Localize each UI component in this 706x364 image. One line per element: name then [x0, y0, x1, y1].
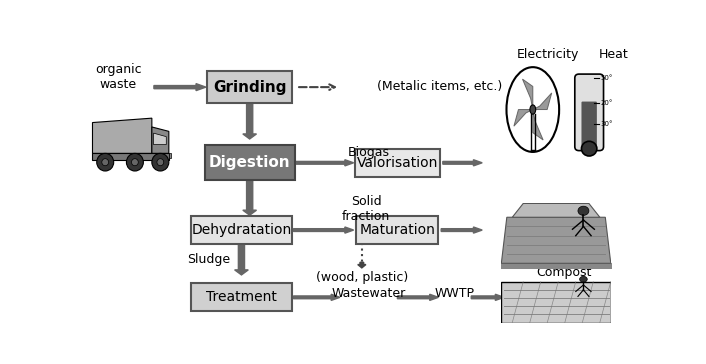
Polygon shape	[243, 181, 256, 215]
Text: Electricity: Electricity	[517, 48, 579, 62]
Text: Biogas: Biogas	[348, 146, 390, 159]
Text: Treatment: Treatment	[206, 290, 277, 304]
Polygon shape	[297, 160, 354, 166]
FancyBboxPatch shape	[205, 145, 295, 180]
FancyBboxPatch shape	[357, 216, 438, 244]
Text: (wood, plastic): (wood, plastic)	[316, 271, 408, 284]
Text: Maturation: Maturation	[359, 223, 436, 237]
Text: organic
waste: organic waste	[95, 63, 142, 91]
Polygon shape	[154, 84, 206, 91]
Text: WWTP: WWTP	[435, 286, 475, 300]
Text: Valorisation: Valorisation	[357, 156, 438, 170]
FancyBboxPatch shape	[208, 71, 292, 103]
Polygon shape	[294, 227, 354, 233]
Polygon shape	[443, 160, 482, 166]
Text: Dehydratation: Dehydratation	[191, 223, 292, 237]
Text: Heat: Heat	[599, 48, 628, 62]
Text: Solid
fraction: Solid fraction	[342, 195, 390, 223]
Text: Compost: Compost	[537, 266, 592, 278]
FancyBboxPatch shape	[191, 283, 292, 311]
Polygon shape	[294, 294, 340, 300]
Text: Wastewater: Wastewater	[331, 286, 405, 300]
Polygon shape	[358, 262, 366, 268]
Polygon shape	[243, 103, 256, 139]
Polygon shape	[441, 227, 482, 233]
Polygon shape	[472, 294, 504, 300]
Polygon shape	[397, 294, 438, 300]
Text: Sludge: Sludge	[187, 253, 230, 266]
Text: Digestion: Digestion	[209, 155, 290, 170]
Text: Grinding: Grinding	[213, 80, 287, 95]
Text: (Metalic items, etc.): (Metalic items, etc.)	[377, 80, 503, 93]
FancyBboxPatch shape	[355, 149, 440, 177]
FancyBboxPatch shape	[191, 216, 292, 244]
Polygon shape	[234, 244, 249, 275]
